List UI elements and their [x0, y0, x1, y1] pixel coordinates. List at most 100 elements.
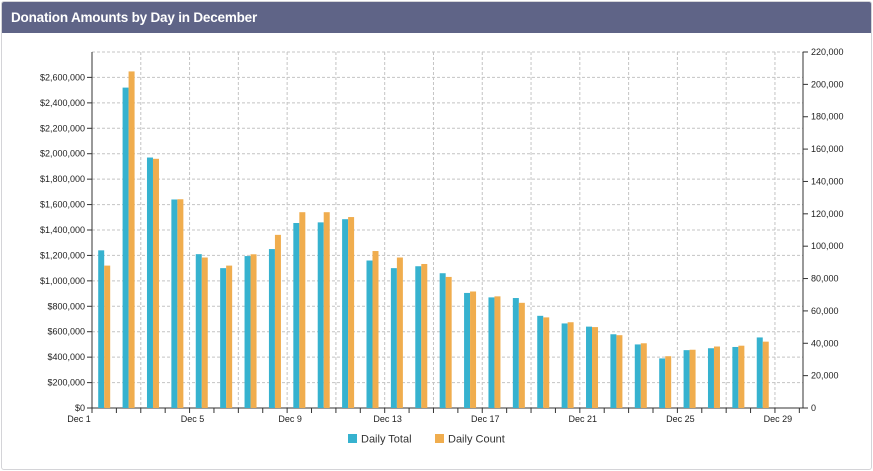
bar-daily-total [220, 268, 227, 408]
bar-daily-count [738, 345, 745, 408]
y-left-tick-label: $1,400,000 [40, 225, 85, 235]
bar-daily-total [659, 358, 666, 408]
bar-daily-total [342, 219, 349, 408]
bar-daily-total [756, 337, 763, 408]
y-left-tick-label: $400,000 [47, 352, 85, 362]
y-left-tick-label: $800,000 [47, 301, 85, 311]
legend-swatch [348, 434, 357, 443]
x-tick-label: Dec 9 [278, 414, 302, 424]
bar-daily-count [128, 71, 135, 408]
grid-lines [92, 51, 803, 409]
bar-daily-total [561, 323, 568, 408]
bar-daily-total [512, 298, 519, 408]
donation-chart: $0 $200,000 $400,000 $600,000 $800,000 $1,000… [40, 47, 844, 446]
bar-daily-count [177, 199, 184, 408]
bars [98, 71, 769, 408]
y-left-tick-label: $600,000 [47, 327, 85, 337]
bar-daily-count [348, 217, 355, 408]
bar-daily-count [372, 251, 379, 408]
y-right-tick-label: 140,000 [811, 176, 844, 186]
bar-daily-count [323, 212, 330, 408]
bar-daily-total [732, 346, 739, 408]
y-left-tick-label: $2,600,000 [40, 72, 85, 82]
bar-daily-count [762, 341, 769, 408]
x-tick-label: Dec 1 [67, 414, 91, 424]
bar-daily-count [104, 265, 111, 408]
y-right-tick-label: 120,000 [811, 209, 844, 219]
bar-daily-count [421, 263, 428, 408]
x-tick-label: Dec 13 [373, 414, 402, 424]
bar-daily-total [707, 348, 714, 408]
bar-daily-total [390, 268, 397, 408]
legend-swatch [435, 434, 444, 443]
bar-daily-total [464, 292, 471, 408]
x-tick-label: Dec 25 [666, 414, 695, 424]
y-left-tick-label: $1,000,000 [40, 276, 85, 286]
y-right-tick-label: 200,000 [811, 79, 844, 89]
y-left-tick-label: $2,400,000 [40, 98, 85, 108]
bar-daily-total [488, 297, 495, 408]
bar-daily-total [171, 199, 178, 408]
bar-daily-count [470, 291, 477, 408]
y-right-tick-label: 220,000 [811, 47, 844, 57]
bar-daily-count [152, 158, 159, 408]
y-right-tick-label: 20,000 [811, 371, 839, 381]
y-left-tick-label: $1,800,000 [40, 174, 85, 184]
bar-daily-count [518, 302, 525, 408]
bar-daily-total [122, 87, 129, 408]
bar-daily-count [616, 335, 623, 408]
bar-daily-count [713, 346, 720, 408]
bar-daily-total [439, 273, 446, 408]
bar-daily-total [634, 344, 641, 408]
bar-daily-total [683, 350, 690, 408]
bar-daily-count [396, 257, 403, 408]
y-left-tick-label: $1,200,000 [40, 250, 85, 260]
bar-daily-count [226, 265, 233, 408]
bar-daily-total [195, 254, 202, 408]
bar-daily-total [244, 256, 251, 408]
bar-daily-count [592, 327, 599, 408]
bar-daily-total [366, 260, 373, 408]
x-tick-label: Dec 29 [764, 414, 793, 424]
y-right-tick-label: 180,000 [811, 112, 844, 122]
y-left-tick-label: $0 [75, 403, 85, 413]
legend-label: Daily Total [361, 434, 412, 446]
bar-daily-total [415, 266, 422, 408]
bar-daily-total [537, 315, 544, 408]
y-right-tick-label: 0 [811, 403, 816, 413]
bar-daily-count [445, 276, 452, 408]
bar-daily-total [268, 249, 275, 408]
bar-daily-count [250, 254, 257, 408]
bar-daily-count [494, 296, 501, 408]
bar-daily-count [274, 234, 281, 408]
y-left-tick-label: $200,000 [47, 378, 85, 388]
bar-daily-total [98, 250, 105, 408]
bar-daily-count [201, 257, 208, 408]
y-left-tick-label: $2,000,000 [40, 149, 85, 159]
bar-daily-total [146, 157, 153, 408]
y-right-tick-label: 60,000 [811, 306, 839, 316]
bar-daily-count [543, 317, 550, 408]
legend: Daily Total Daily Count [348, 434, 505, 446]
panel-title: Donation Amounts by Day in December [2, 2, 871, 33]
bar-daily-total [317, 222, 324, 408]
y-right-tick-label: 160,000 [811, 144, 844, 154]
bar-daily-count [689, 349, 696, 408]
bar-daily-count [640, 343, 647, 408]
x-tick-label: Dec 5 [181, 414, 205, 424]
bar-daily-total [586, 326, 593, 408]
x-tick-label: Dec 17 [471, 414, 500, 424]
bar-daily-total [293, 223, 300, 408]
y-right-tick-label: 100,000 [811, 241, 844, 251]
bar-daily-count [665, 356, 672, 408]
y-left-tick-label: $2,200,000 [40, 123, 85, 133]
x-tick-label: Dec 21 [569, 414, 598, 424]
y-left-tick-label: $1,600,000 [40, 200, 85, 210]
bar-daily-count [567, 322, 574, 408]
bar-daily-count [299, 212, 306, 408]
y-right-tick-label: 80,000 [811, 274, 839, 284]
legend-label: Daily Count [448, 434, 505, 446]
y-right-tick-label: 40,000 [811, 338, 839, 348]
bar-daily-total [610, 334, 617, 408]
